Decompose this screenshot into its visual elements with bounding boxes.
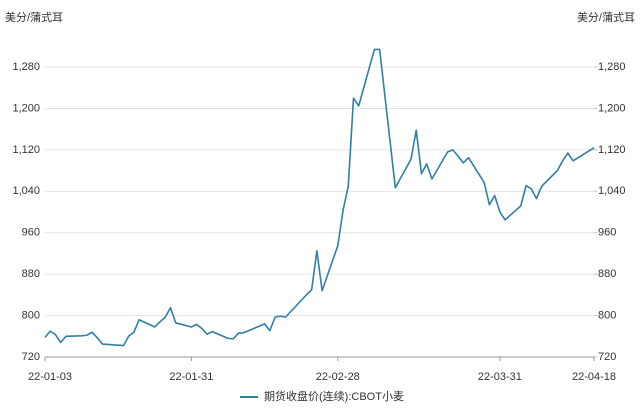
- y-tick-label: 800: [22, 309, 40, 321]
- y-tick-label: 1,040: [12, 185, 40, 197]
- y-tick-label: 880: [22, 268, 40, 280]
- y2-tick-label: 960: [598, 227, 616, 239]
- y-axis-title: 美分/蒲式耳: [5, 10, 63, 24]
- data-line: [44, 48, 595, 347]
- y-tick-label: 960: [22, 227, 40, 239]
- y2-tick-label: 1,040: [598, 185, 626, 197]
- y2-tick-label: 880: [598, 268, 616, 280]
- y2-tick-label: 720: [598, 351, 616, 363]
- y2-axis-title: 美分/蒲式耳: [577, 10, 635, 24]
- y2-tick-label: 800: [598, 309, 616, 321]
- x-tick-label: 22-04-18: [572, 371, 616, 383]
- y2-tick-label: 1,280: [598, 61, 626, 73]
- y2-tick-label: 1,200: [598, 102, 626, 114]
- y2-tick-label: 1,120: [598, 144, 626, 156]
- y-tick-label: 1,280: [12, 61, 40, 73]
- x-tick-label: 22-01-31: [169, 371, 213, 383]
- y-tick-label: 1,200: [12, 102, 40, 114]
- x-tick-label: 22-02-28: [316, 371, 360, 383]
- legend-label: 期货收盘价(连续):CBOT小麦: [264, 389, 404, 403]
- x-tick-label: 22-01-03: [28, 371, 72, 383]
- y-tick-label: 720: [22, 351, 40, 363]
- x-tick-label: 22-03-31: [478, 371, 522, 383]
- y-tick-label: 1,120: [12, 144, 40, 156]
